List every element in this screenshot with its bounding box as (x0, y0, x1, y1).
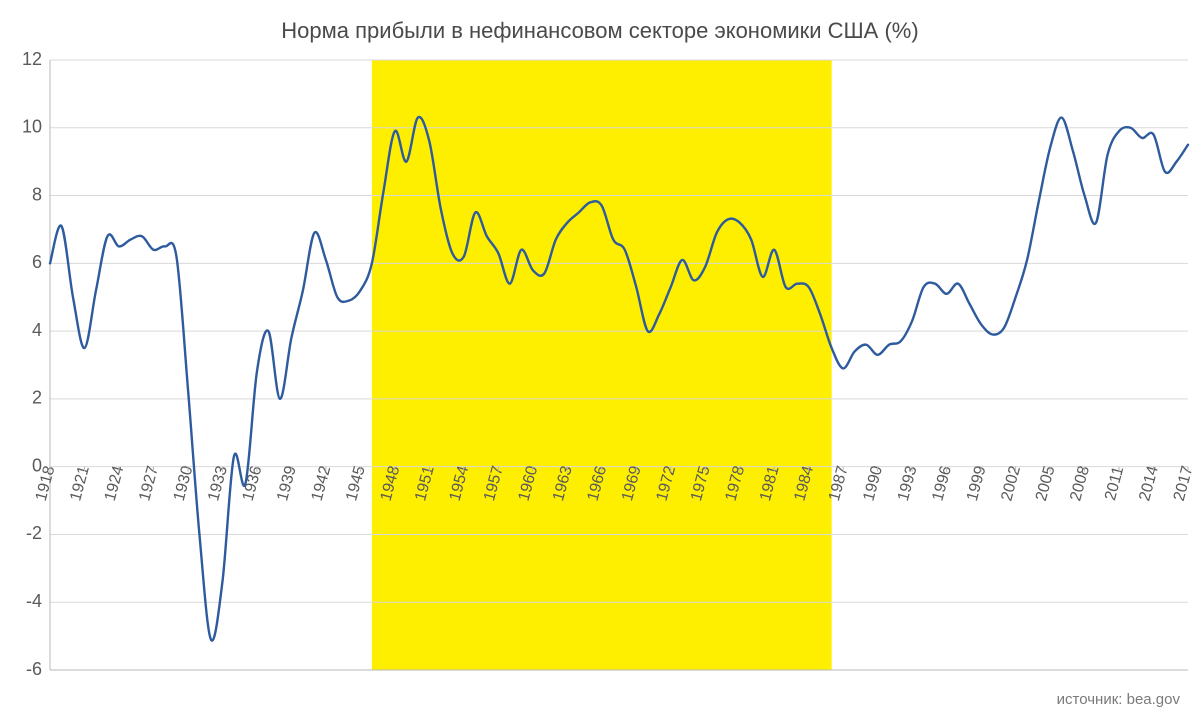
source-label: источник: bea.gov (1057, 691, 1180, 708)
y-tick-label: 8 (32, 184, 42, 204)
chart-title: Норма прибыли в нефинансовом секторе эко… (0, 18, 1200, 44)
y-tick-label: 12 (22, 49, 42, 69)
highlight-band (372, 60, 832, 670)
chart-container: Норма прибыли в нефинансовом секторе эко… (0, 0, 1200, 716)
y-tick-label: -2 (26, 523, 42, 543)
y-tick-label: 6 (32, 252, 42, 272)
y-tick-label: 2 (32, 388, 42, 408)
y-tick-label: 10 (22, 117, 42, 137)
y-tick-label: -6 (26, 659, 42, 679)
y-tick-label: 4 (32, 320, 42, 340)
y-tick-label: -4 (26, 591, 42, 611)
chart-svg: -6-4-20246810121918192119241927193019331… (0, 0, 1200, 716)
